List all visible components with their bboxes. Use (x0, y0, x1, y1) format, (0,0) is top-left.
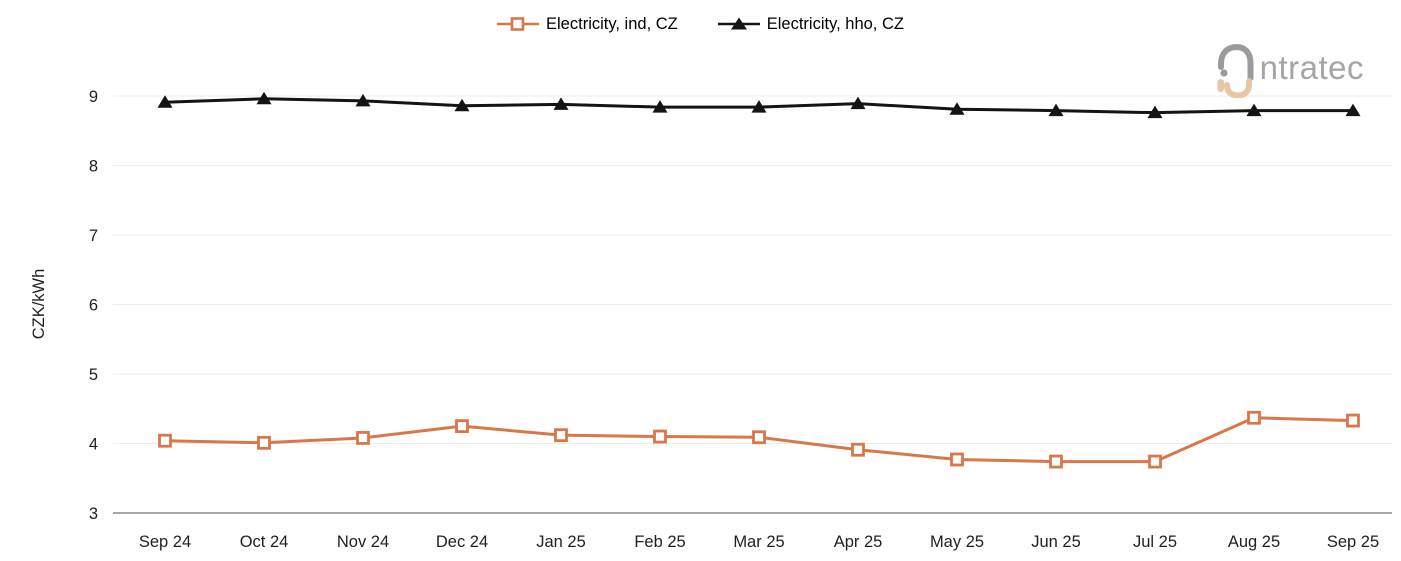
x-tick-label: Sep 24 (139, 533, 191, 551)
y-tick-label: 4 (89, 436, 98, 454)
legend-marker-ind-square-icon (497, 17, 540, 32)
legend-item-ind[interactable]: Electricity, ind, CZ (497, 16, 678, 33)
x-tick-label: Apr 25 (834, 533, 883, 551)
x-tick-label: Aug 25 (1228, 533, 1280, 551)
data-point-marker (454, 98, 470, 112)
data-point-marker (752, 430, 766, 445)
intratec-logo-icon (1217, 43, 1254, 98)
intratec-logo: ntratec (1213, 40, 1364, 98)
data-point-marker (1246, 103, 1262, 117)
data-point-marker (455, 419, 469, 434)
x-tick-label: Sep 25 (1327, 533, 1379, 551)
intratec-logo-text: ntratec (1259, 48, 1364, 86)
legend-item-hho[interactable]: Electricity, hho, CZ (717, 15, 904, 33)
y-tick-label: 8 (89, 158, 98, 176)
x-tick-label: Oct 24 (240, 533, 289, 551)
data-point-marker (257, 435, 271, 450)
x-tick-label: Feb 25 (634, 533, 685, 551)
data-point-marker (356, 431, 370, 445)
x-tick-label: Jun 25 (1031, 533, 1081, 551)
data-point-marker (1048, 103, 1064, 117)
data-point-marker (949, 102, 965, 115)
data-point-marker (653, 429, 667, 444)
x-tick-label: Jan 25 (536, 533, 586, 551)
data-point-marker (850, 96, 866, 110)
x-tick-label: Jul 25 (1133, 533, 1177, 551)
data-point-marker (950, 452, 964, 467)
y-tick-label: 3 (89, 505, 98, 523)
data-point-marker (157, 95, 173, 108)
data-point-marker (1148, 454, 1162, 469)
legend-label-hho: Electricity, hho, CZ (766, 15, 904, 33)
y-tick-label: 7 (89, 227, 98, 245)
data-point-marker (652, 100, 668, 113)
data-point-marker (355, 93, 371, 107)
y-axis-title: CZK/kWh (30, 269, 48, 340)
x-tick-label: Dec 24 (436, 533, 488, 551)
data-point-marker (554, 428, 568, 443)
legend-marker-hho-triangle-icon (717, 17, 760, 30)
legend-label-ind: Electricity, ind, CZ (546, 15, 678, 33)
data-point-marker (851, 442, 865, 457)
data-point-marker (751, 100, 767, 113)
data-point-marker (1346, 413, 1360, 428)
y-tick-label: 6 (89, 297, 98, 315)
data-point-marker (553, 97, 569, 110)
y-tick-label: 9 (89, 88, 98, 106)
data-point-marker (256, 91, 272, 105)
y-tick-label: 5 (89, 366, 98, 384)
legend: Electricity, ind, CZ Electricity, hho, C… (0, 16, 1401, 33)
x-tick-label: May 25 (930, 533, 984, 551)
data-point-marker (1147, 105, 1163, 119)
data-point-marker (1049, 454, 1063, 469)
data-point-marker (1247, 410, 1261, 425)
data-point-marker (158, 433, 172, 448)
x-tick-label: Nov 24 (337, 533, 389, 551)
data-point-marker (1345, 103, 1361, 117)
x-tick-label: Mar 25 (733, 533, 784, 551)
